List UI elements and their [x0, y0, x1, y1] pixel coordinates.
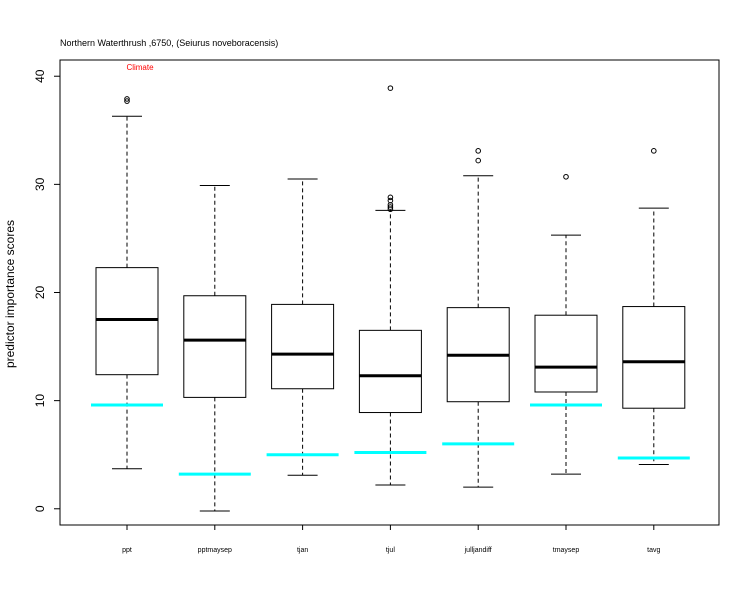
- boxes-layer: [95, 85, 686, 512]
- climate-annotation: Climate: [126, 63, 154, 72]
- x-axis: ppt pptmaysep tjan tjul julljandiff tmaysep ta…: [122, 525, 661, 554]
- y-axis-label: predictor importance scores: [3, 220, 17, 368]
- outlier-point: [475, 148, 482, 154]
- outlier-point: [651, 148, 657, 154]
- y-tick-label: 30: [33, 177, 47, 191]
- box-tjan: [271, 178, 335, 476]
- y-tick-label: 40: [33, 69, 47, 83]
- box-tjul: [358, 85, 422, 486]
- outlier-point: [387, 204, 394, 210]
- y-tick-label: 0: [33, 505, 47, 512]
- box-tmaysep: [534, 173, 598, 475]
- outlier-point: [387, 194, 394, 201]
- outlier-point: [387, 85, 394, 91]
- iqr-box: [271, 303, 335, 390]
- reference-lines-layer: [91, 403, 690, 476]
- box-tavg: [622, 148, 686, 465]
- x-tick-label: ppt: [122, 547, 132, 554]
- x-tick-label: tjul: [386, 547, 395, 554]
- iqr-box: [95, 267, 159, 376]
- iqr-box: [534, 314, 598, 393]
- iqr-box: [622, 306, 686, 409]
- x-tick-label: pptmaysep: [198, 547, 232, 554]
- iqr-box: [358, 329, 422, 414]
- box-julljandiff: [446, 148, 510, 488]
- x-tick-label: tmaysep: [553, 547, 580, 554]
- outlier-point: [387, 197, 394, 204]
- iqr-box: [183, 295, 247, 398]
- outlier-point: [124, 98, 130, 104]
- x-tick-label: julljandiff: [464, 547, 492, 554]
- y-tick-label: 20: [33, 286, 47, 300]
- chart-title: Northern Waterthrush ,6750, (Seiurus nov…: [60, 38, 278, 48]
- plot-frame: [59, 59, 720, 526]
- outlier-point: [563, 173, 569, 180]
- y-axis: 0 10 20 30 40: [33, 69, 60, 512]
- box-pptmaysep: [183, 184, 247, 512]
- y-tick-label: 10: [33, 394, 47, 408]
- x-tick-label: tjan: [297, 547, 308, 554]
- outlier-point: [124, 96, 130, 102]
- x-tick-label: tavg: [647, 547, 660, 554]
- outlier-point: [475, 157, 482, 164]
- box-ppt: [95, 96, 159, 470]
